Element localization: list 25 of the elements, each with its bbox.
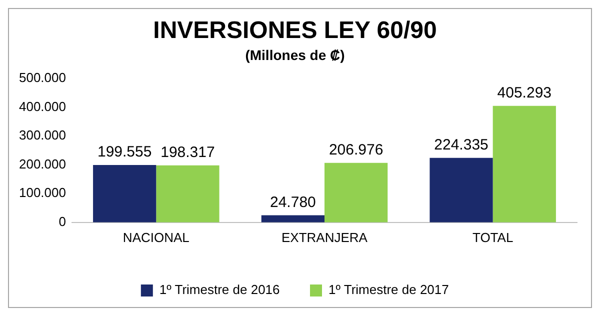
- y-tick-label: 100.000: [18, 185, 66, 200]
- data-label: 206.976: [328, 142, 384, 159]
- x-tick-label: NACIONAL: [122, 230, 190, 245]
- data-label: 199.555: [97, 144, 152, 161]
- bar: [324, 162, 388, 222]
- legend-label: 1º Trimestre de 2016: [159, 282, 280, 298]
- data-label: 24.780: [270, 194, 316, 211]
- y-tick-label: 200.000: [18, 156, 66, 172]
- data-label: 224.335: [434, 136, 488, 154]
- chart-subtitle: (Millones de ₡): [245, 47, 345, 64]
- bar: [430, 158, 493, 222]
- y-tick-label: 500.000: [18, 70, 66, 86]
- y-tick-label: 300.000: [18, 128, 66, 143]
- y-tick-label: 400.000: [18, 98, 66, 114]
- bar: [261, 215, 324, 222]
- chart-title: INVERSIONES LEY 60/90: [153, 17, 437, 44]
- x-tick-label: EXTRANJERA: [282, 230, 368, 245]
- y-tick-label: 0: [58, 214, 66, 229]
- data-label: 198.317: [160, 144, 215, 162]
- bar: [93, 165, 156, 222]
- legend-label: 1º Trimestre de 2017: [328, 282, 449, 298]
- data-label: 405.293: [497, 84, 552, 102]
- bar: [492, 106, 556, 222]
- bar: [156, 165, 220, 222]
- x-tick-label: TOTAL: [472, 230, 514, 245]
